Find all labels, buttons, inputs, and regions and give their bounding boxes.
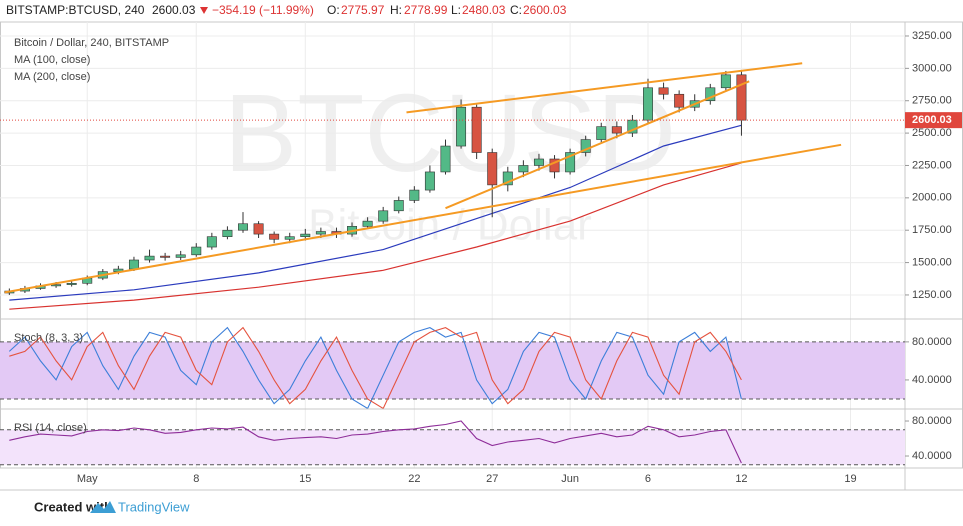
x-tick-label: 27 xyxy=(486,473,498,485)
candle-body xyxy=(269,233,280,240)
y-tick-label: 1500.00 xyxy=(912,256,952,268)
candle-body xyxy=(424,171,435,191)
band-fill xyxy=(0,341,905,399)
symbol: BITSTAMP:BTCUSD, 240 xyxy=(6,3,145,17)
legend-entry: MA (100, close) xyxy=(14,54,90,66)
candle-body xyxy=(51,284,62,287)
trendline xyxy=(406,62,803,114)
y-tick-label: 1750.00 xyxy=(912,224,952,236)
x-tick-label: Jun xyxy=(561,473,579,485)
indicator-line xyxy=(9,326,742,410)
x-tick-label: 12 xyxy=(735,473,747,485)
y-tick-label: 3250.00 xyxy=(912,30,952,42)
high-label: H: xyxy=(390,3,402,17)
x-tick-label: 19 xyxy=(844,473,856,485)
candle-body xyxy=(736,74,747,121)
down-arrow xyxy=(200,7,208,14)
candle-body xyxy=(440,145,451,173)
candle-body xyxy=(487,152,498,186)
y-tick-label: 1250.00 xyxy=(912,289,952,301)
open: 2775.97 xyxy=(341,3,385,17)
close-label: C: xyxy=(510,3,522,17)
y-tick-label: 2250.00 xyxy=(912,159,952,171)
x-tick-label: 15 xyxy=(299,473,311,485)
open-label: O: xyxy=(327,3,340,17)
last-price-box xyxy=(905,112,962,129)
candle-body xyxy=(393,200,404,212)
candle-body xyxy=(362,220,373,227)
trendline xyxy=(4,143,842,294)
chart-title: Bitcoin / Dollar, 240, BITSTAMP xyxy=(14,37,169,49)
x-tick-label: 22 xyxy=(408,473,420,485)
candle-body xyxy=(674,93,685,108)
y-tick-label: 80.0000 xyxy=(912,336,952,348)
candle-body xyxy=(580,139,591,153)
candle-body xyxy=(253,223,264,235)
y-tick-label: 80.0000 xyxy=(912,415,952,427)
candle-body xyxy=(502,171,513,186)
y-tick-label: 40.0000 xyxy=(912,374,952,386)
candle-body xyxy=(144,255,155,261)
candle-body xyxy=(720,74,731,89)
candle-body xyxy=(596,126,607,140)
candle-body xyxy=(611,126,622,134)
close: 2600.03 xyxy=(523,3,567,17)
indicator-line xyxy=(9,420,742,464)
candle-body xyxy=(191,246,202,256)
low: 2480.03 xyxy=(462,3,506,17)
candle-body xyxy=(518,165,529,173)
candle-body xyxy=(471,106,482,153)
candle-body xyxy=(378,210,389,222)
candle-body xyxy=(284,236,295,240)
candle-body xyxy=(238,223,248,231)
candle-body xyxy=(409,189,420,201)
candle-body xyxy=(456,106,467,147)
candle-body xyxy=(206,236,217,248)
header: BITSTAMP:BTCUSD, 240 2600.03 −354.19 (−1… xyxy=(6,3,567,17)
candle-body xyxy=(658,87,669,95)
low-label: L: xyxy=(451,3,461,17)
band-fill xyxy=(0,429,905,465)
pane-title: Stoch (8, 3, 3) xyxy=(14,332,83,344)
candle-body xyxy=(565,152,576,173)
candle-body xyxy=(705,87,716,102)
candle-body xyxy=(128,259,139,270)
candle-body xyxy=(222,229,233,237)
pane-title: RSI (14, close) xyxy=(14,422,87,434)
y-tick-label: 2500.00 xyxy=(912,127,952,139)
moving-average xyxy=(9,162,742,310)
watermark-sub: Bitcoin / Dollar xyxy=(308,201,592,250)
tv-logo xyxy=(90,501,116,513)
y-tick-label: 2000.00 xyxy=(912,192,952,204)
candle-body xyxy=(160,255,171,258)
x-tick-label: May xyxy=(77,473,98,485)
indicator-line xyxy=(8,326,742,410)
candle-body xyxy=(175,254,186,258)
y-tick-label: 2750.00 xyxy=(912,95,952,107)
change: −354.19 (−11.99%) xyxy=(212,3,314,17)
x-tick-label: 6 xyxy=(645,473,651,485)
legend-entry: MA (200, close) xyxy=(14,71,90,83)
x-tick-label: 8 xyxy=(193,473,199,485)
candle-body xyxy=(66,282,77,285)
price: 2600.03 xyxy=(152,3,196,17)
trendline xyxy=(445,80,750,210)
candle-body xyxy=(627,119,638,134)
footer-brand[interactable]: TradingView xyxy=(118,499,190,514)
candle-body xyxy=(643,87,653,121)
moving-average xyxy=(9,124,742,301)
high: 2778.99 xyxy=(404,3,448,17)
y-tick-label: 3000.00 xyxy=(912,62,952,74)
candle-body xyxy=(533,158,544,166)
last-price-label: 2600.03 xyxy=(912,114,952,126)
y-tick-label: 40.0000 xyxy=(912,450,952,462)
candle-body xyxy=(300,233,311,237)
candle-body xyxy=(315,231,326,235)
